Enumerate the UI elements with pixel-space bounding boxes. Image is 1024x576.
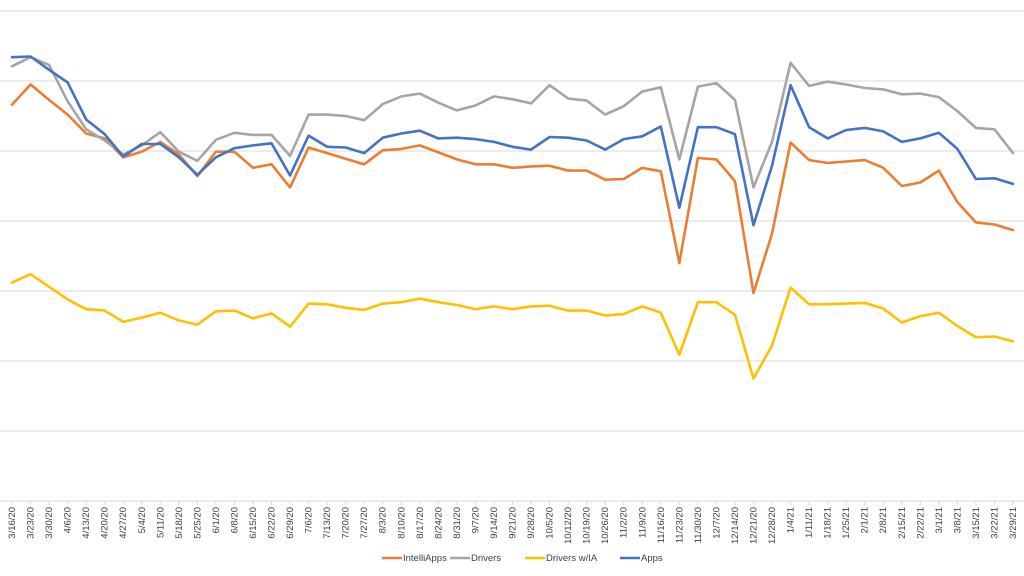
x-tick-label: 8/31/20 <box>452 507 463 539</box>
x-tick-label: 7/20/20 <box>341 507 352 539</box>
x-tick-label: 9/7/20 <box>470 507 481 533</box>
x-tick-label: 6/22/20 <box>267 507 278 539</box>
x-tick-label: 4/27/20 <box>118 507 129 539</box>
series-line-apps <box>10 55 1015 227</box>
x-tick-label: 11/2/20 <box>619 507 630 538</box>
x-axis <box>0 500 1024 505</box>
x-tick-label: 5/11/20 <box>155 507 166 538</box>
x-tick-label: 8/24/20 <box>433 507 444 539</box>
x-tick-label: 4/6/20 <box>63 507 74 533</box>
x-tick-label: 1/25/21 <box>841 507 852 539</box>
x-tick-label: 3/16/20 <box>7 507 18 539</box>
x-tick-label: 3/29/21 <box>1008 507 1019 539</box>
series-line-drivers <box>10 55 1015 189</box>
x-tick-label: 2/8/21 <box>878 507 889 533</box>
x-tick-label: 9/14/20 <box>489 507 500 539</box>
x-tick-label: 5/18/20 <box>174 507 185 539</box>
x-tick-label: 10/12/20 <box>563 507 574 544</box>
x-tick-label: 5/25/20 <box>192 507 203 539</box>
x-tick-label: 10/5/20 <box>545 507 556 539</box>
x-tick-label: 7/13/20 <box>322 507 333 539</box>
series-lines <box>10 55 1015 380</box>
x-tick-label: 2/1/21 <box>860 507 871 533</box>
x-tick-label: 1/11/21 <box>804 507 815 538</box>
x-tick-label: 11/30/20 <box>693 507 704 543</box>
x-tick-label: 6/8/20 <box>229 507 240 533</box>
x-tick-label: 11/23/20 <box>674 507 685 543</box>
x-tick-label: 8/10/20 <box>396 507 407 539</box>
series-line-intelliapps <box>10 83 1015 295</box>
legend-label-drivers-w-ia: Drivers w/IA <box>546 553 598 564</box>
x-tick-label: 3/8/21 <box>952 507 963 533</box>
x-tick-label: 10/19/20 <box>582 507 593 544</box>
legend-label-drivers: Drivers <box>471 553 501 564</box>
x-tick-label: 9/28/20 <box>526 507 537 539</box>
x-tick-label: 12/14/20 <box>730 507 741 544</box>
x-tick-label: 12/7/20 <box>711 507 722 539</box>
x-tick-label: 8/17/20 <box>415 507 426 539</box>
x-tick-label: 12/21/20 <box>748 507 759 544</box>
x-tick-label: 4/13/20 <box>81 507 92 539</box>
x-tick-label: 10/26/20 <box>600 507 611 544</box>
x-tick-label: 3/22/21 <box>989 507 1000 539</box>
x-tick-label: 11/9/20 <box>637 507 648 538</box>
x-tick-label: 3/30/20 <box>44 507 55 539</box>
x-tick-label: 7/27/20 <box>359 507 370 539</box>
x-tick-label: 11/16/20 <box>656 507 667 543</box>
gridlines <box>0 10 1024 432</box>
x-tick-label: 3/15/21 <box>971 507 982 539</box>
x-tick-label: 3/23/20 <box>26 507 37 539</box>
legend: IntelliApps Drivers Drivers w/IA Apps <box>382 553 663 564</box>
x-tick-label: 3/1/21 <box>934 507 945 533</box>
x-tick-label: 8/3/20 <box>378 507 389 533</box>
x-tick-label: 4/20/20 <box>100 507 111 539</box>
x-tick-label: 6/1/20 <box>211 507 222 533</box>
x-tick-label: 5/4/20 <box>137 507 148 533</box>
series-line-drivers-w-ia <box>10 272 1015 380</box>
x-tick-labels: 3/16/20 3/23/20 3/30/20 4/6/20 4/13/20 4/20/2… <box>7 507 1019 544</box>
x-tick-label: 1/4/21 <box>786 507 797 533</box>
x-tick-label: 12/28/20 <box>767 507 778 544</box>
x-tick-label: 2/22/21 <box>915 507 926 539</box>
legend-label-intelliapps: IntelliApps <box>403 553 447 564</box>
x-tick-label: 6/29/20 <box>285 507 296 539</box>
x-tick-label: 7/6/20 <box>304 507 315 533</box>
x-tick-label: 1/18/21 <box>823 507 834 539</box>
x-tick-label: 2/15/21 <box>897 507 908 539</box>
x-tick-label: 6/15/20 <box>248 507 259 539</box>
legend-label-apps: Apps <box>641 553 663 564</box>
x-tick-label: 9/21/20 <box>508 507 519 539</box>
